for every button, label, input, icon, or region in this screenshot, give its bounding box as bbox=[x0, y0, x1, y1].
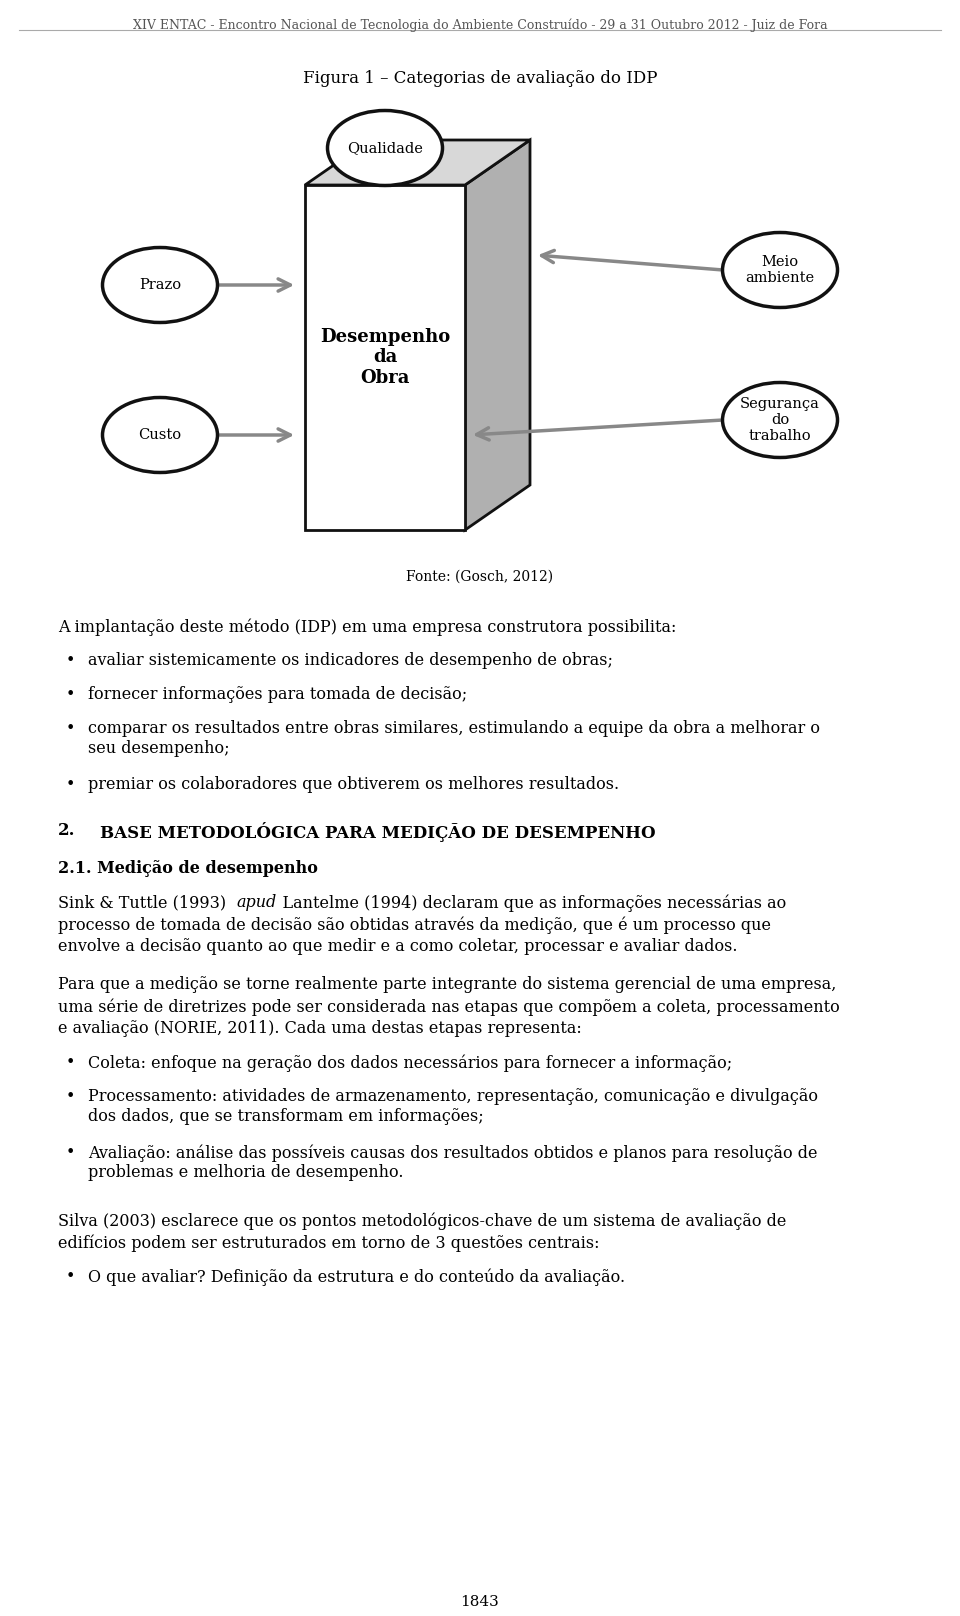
Polygon shape bbox=[465, 141, 530, 530]
Ellipse shape bbox=[103, 247, 218, 323]
Text: A implantação deste método (IDP) em uma empresa construtora possibilita:: A implantação deste método (IDP) em uma … bbox=[58, 617, 677, 635]
Text: fornecer informações para tomada de decisão;: fornecer informações para tomada de deci… bbox=[88, 687, 468, 703]
Text: Para que a medição se torne realmente parte integrante do sistema gerencial de u: Para que a medição se torne realmente pa… bbox=[58, 976, 836, 992]
Text: Fonte: (Gosch, 2012): Fonte: (Gosch, 2012) bbox=[406, 570, 554, 583]
Text: •: • bbox=[65, 687, 75, 703]
Text: Processamento: atividades de armazenamento, representação, comunicação e divulga: Processamento: atividades de armazenamen… bbox=[88, 1088, 818, 1125]
Text: 2.1. Medição de desempenho: 2.1. Medição de desempenho bbox=[58, 860, 318, 877]
Text: Silva (2003) esclarece que os pontos metodológicos-chave de um sistema de avalia: Silva (2003) esclarece que os pontos met… bbox=[58, 1212, 786, 1230]
Text: •: • bbox=[65, 1144, 75, 1160]
Text: Qualidade: Qualidade bbox=[348, 141, 423, 155]
Bar bbox=[305, 184, 465, 530]
Text: XIV ENTAC - Encontro Nacional de Tecnologia do Ambiente Construído - 29 a 31 Out: XIV ENTAC - Encontro Nacional de Tecnolo… bbox=[132, 18, 828, 31]
Text: Desempenho
da
Obra: Desempenho da Obra bbox=[320, 328, 450, 388]
Text: Coleta: enfoque na geração dos dados necessários para fornecer a informação;: Coleta: enfoque na geração dos dados nec… bbox=[88, 1054, 732, 1071]
Text: Sink & Tuttle (1993)           Lantelme (1994) declaram que as informações neces: Sink & Tuttle (1993) Lantelme (1994) dec… bbox=[58, 894, 786, 911]
Text: premiar os colaboradores que obtiverem os melhores resultados.: premiar os colaboradores que obtiverem o… bbox=[88, 776, 619, 793]
Text: O que avaliar? Definição da estrutura e do conteúdo da avaliação.: O que avaliar? Definição da estrutura e … bbox=[88, 1269, 625, 1285]
Ellipse shape bbox=[103, 398, 218, 472]
Ellipse shape bbox=[327, 110, 443, 186]
Text: Figura 1 – Categorias de avaliação do IDP: Figura 1 – Categorias de avaliação do ID… bbox=[302, 69, 658, 87]
Text: apud: apud bbox=[236, 894, 276, 911]
Text: •: • bbox=[65, 1269, 75, 1285]
Text: 2.: 2. bbox=[58, 823, 76, 839]
Text: 1843: 1843 bbox=[461, 1595, 499, 1610]
Text: •: • bbox=[65, 651, 75, 669]
Text: BASE METODOLÓGICA PARA MEDIÇÃO DE DESEMPENHO: BASE METODOLÓGICA PARA MEDIÇÃO DE DESEMP… bbox=[100, 823, 656, 842]
Text: •: • bbox=[65, 776, 75, 793]
Text: Prazo: Prazo bbox=[139, 278, 181, 292]
Ellipse shape bbox=[723, 383, 837, 457]
Text: •: • bbox=[65, 721, 75, 737]
Text: Meio
ambiente: Meio ambiente bbox=[745, 255, 815, 284]
Polygon shape bbox=[305, 141, 530, 184]
Ellipse shape bbox=[723, 233, 837, 307]
Text: avaliar sistemicamente os indicadores de desempenho de obras;: avaliar sistemicamente os indicadores de… bbox=[88, 651, 613, 669]
Text: •: • bbox=[65, 1054, 75, 1071]
Text: Avaliação: análise das possíveis causas dos resultados obtidos e planos para res: Avaliação: análise das possíveis causas … bbox=[88, 1144, 818, 1181]
Text: uma série de diretrizes pode ser considerada nas etapas que compõem a coleta, pr: uma série de diretrizes pode ser conside… bbox=[58, 999, 840, 1015]
Text: e avaliação (NORIE, 2011). Cada uma destas etapas representa:: e avaliação (NORIE, 2011). Cada uma dest… bbox=[58, 1020, 582, 1037]
Text: processo de tomada de decisão são obtidas através da medição, que é um processo : processo de tomada de decisão são obtida… bbox=[58, 916, 771, 934]
Text: edifícios podem ser estruturados em torno de 3 questões centrais:: edifícios podem ser estruturados em torn… bbox=[58, 1235, 599, 1251]
Text: comparar os resultados entre obras similares, estimulando a equipe da obra a mel: comparar os resultados entre obras simil… bbox=[88, 721, 820, 756]
Text: envolve a decisão quanto ao que medir e a como coletar, processar e avaliar dado: envolve a decisão quanto ao que medir e … bbox=[58, 937, 737, 955]
Text: Custo: Custo bbox=[138, 428, 181, 443]
Text: Segurança
do
trabalho: Segurança do trabalho bbox=[740, 398, 820, 443]
Text: •: • bbox=[65, 1088, 75, 1105]
